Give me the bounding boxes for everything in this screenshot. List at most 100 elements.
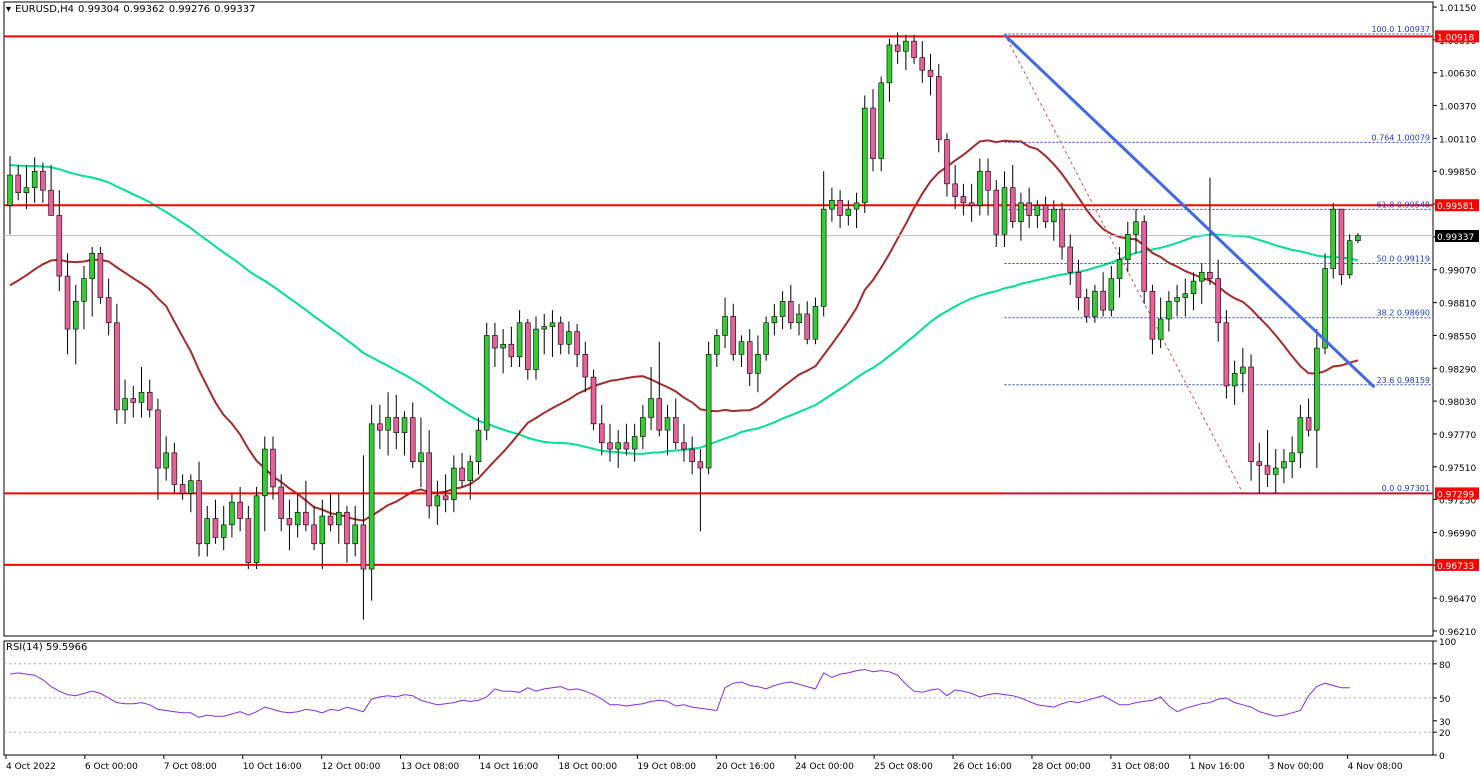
candle-body	[220, 524, 227, 538]
candle-body	[377, 423, 383, 431]
candle-body	[1001, 187, 1008, 235]
candle-body	[262, 448, 268, 497]
rsi-header: RSI(14) 59.5966	[6, 642, 88, 653]
candle-body	[15, 174, 21, 194]
chart-frame-lines	[3, 1, 1434, 756]
candle-body	[368, 423, 375, 570]
time-tick-label: 1 Nov 16:00	[1190, 762, 1245, 772]
candle-body	[935, 76, 942, 140]
candle-body	[1059, 208, 1065, 248]
price-label-text: 0.97299	[1437, 490, 1474, 500]
rsi-line	[9, 668, 1350, 718]
candle-body	[146, 391, 153, 411]
candle-body	[286, 518, 293, 526]
time-tick-label: 20 Oct 16:00	[716, 762, 775, 772]
time-tick-label: 7 Oct 08:00	[164, 762, 217, 772]
candle-body	[171, 452, 178, 485]
candle-body	[763, 322, 769, 355]
candle-body	[672, 417, 679, 444]
candle-body	[278, 486, 284, 519]
candle-body	[640, 417, 646, 437]
rsi-tick-label: 20	[1439, 729, 1451, 739]
candle-body	[1322, 268, 1328, 349]
candle-body	[303, 511, 309, 526]
candle-body	[788, 301, 794, 324]
candle-body	[418, 452, 424, 463]
fib-level-label: 61.8 0.99548	[1377, 200, 1430, 209]
trendlines	[1003, 33, 1376, 389]
price-tick-label: 1.00110	[1439, 135, 1476, 145]
candle-body	[1289, 452, 1295, 463]
candle-body	[500, 343, 506, 349]
candle-body	[960, 196, 967, 204]
candle-body	[911, 40, 917, 58]
candle-body	[1034, 205, 1041, 216]
price-tick-label: 0.96470	[1439, 595, 1476, 605]
time-tick-label: 12 Oct 00:00	[322, 762, 381, 772]
rsi-tick-label: 30	[1439, 718, 1451, 728]
candle-body	[1157, 318, 1164, 340]
candle-body	[459, 467, 465, 481]
candle-body	[968, 202, 975, 206]
candle-body	[23, 187, 30, 194]
candle-body	[1116, 259, 1123, 279]
time-tick-label: 31 Oct 08:00	[1111, 762, 1170, 772]
candle-body	[894, 44, 901, 52]
candle-body	[1133, 221, 1139, 235]
candle-body	[623, 442, 630, 450]
candle-body	[1248, 366, 1254, 463]
rsi-tick-label: 50	[1439, 695, 1451, 705]
moving-averages	[9, 139, 1359, 522]
candle-body	[804, 313, 811, 340]
price-tick-label: 0.99070	[1439, 267, 1476, 277]
candle-body	[1256, 461, 1263, 466]
time-tick-label: 19 Oct 08:00	[637, 762, 696, 772]
candle-body	[1281, 461, 1287, 469]
candle-body	[1305, 417, 1312, 431]
candle-body	[977, 170, 983, 206]
dropdown-arrow-icon[interactable]: ▾	[6, 4, 12, 15]
candle-body	[1240, 366, 1246, 374]
high-value: 0.99362	[123, 4, 165, 15]
price-tick-label: 0.97250	[1439, 497, 1476, 507]
support-resistance-lines	[4, 35, 1433, 566]
candle-body	[656, 398, 663, 431]
candle-body	[705, 354, 712, 469]
price-tick-label: 0.98550	[1439, 332, 1476, 342]
candle-body	[1042, 205, 1049, 223]
candle-body	[1338, 208, 1345, 276]
candle-body	[48, 189, 54, 216]
rsi-panel-border	[3, 640, 1434, 756]
candle-body	[1297, 417, 1304, 454]
candle-body	[549, 322, 556, 327]
candle-body	[533, 328, 539, 370]
price-tick-label: 0.99850	[1439, 168, 1476, 178]
candle-body	[557, 322, 564, 345]
candle-body	[1166, 301, 1172, 320]
candle-body	[722, 316, 728, 336]
candle-body	[853, 202, 860, 210]
fib-swing-line	[1004, 33, 1244, 494]
candle-body	[352, 524, 358, 545]
fib-level-label: 38.2 0.98690	[1377, 309, 1430, 318]
candle-body	[1092, 290, 1098, 317]
candle-body	[467, 461, 474, 481]
candle-body	[237, 501, 243, 519]
candlesticks	[7, 32, 1361, 620]
candle-body	[525, 322, 531, 370]
time-tick-label: 24 Oct 00:00	[795, 762, 854, 772]
candle-body	[64, 275, 71, 330]
candle-body	[319, 515, 326, 545]
candle-body	[31, 170, 38, 188]
candle-body	[681, 442, 687, 450]
candle-body	[401, 417, 408, 433]
candle-body	[409, 417, 416, 463]
candle-body	[72, 301, 79, 330]
price-label-box	[1435, 230, 1479, 243]
candle-body	[451, 467, 457, 500]
price-label-text: 0.96733	[1437, 562, 1474, 572]
candle-body	[1223, 322, 1230, 387]
price-tick-label: 0.97510	[1439, 464, 1476, 474]
candle-body	[81, 278, 87, 302]
